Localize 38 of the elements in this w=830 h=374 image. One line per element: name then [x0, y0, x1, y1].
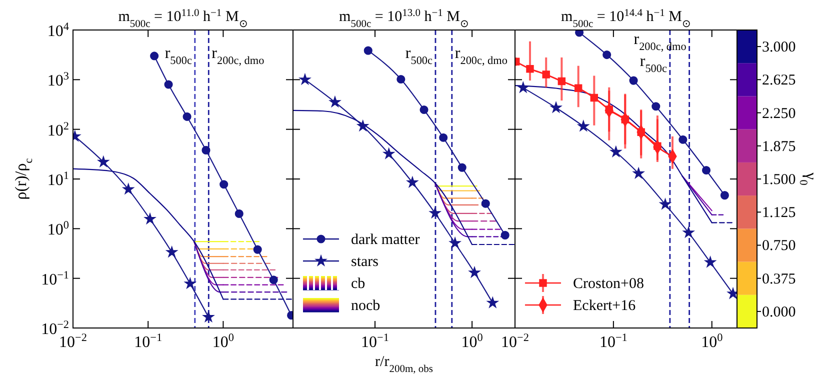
color-bar-label: 1.125: [762, 205, 796, 222]
x-tick-label: 10$^{0}$: [701, 332, 724, 351]
y-tick-label: 10$^{−1}$: [41, 269, 69, 288]
annotation: nocb: [351, 298, 380, 314]
ref-line-label: r$_{200c, dmo}$: [212, 45, 265, 67]
annotation: cb: [351, 276, 366, 292]
color-bar-label: 2.625: [762, 72, 796, 89]
color-bar-label: 2.250: [762, 106, 796, 122]
y-tick-label: 10$^{0}$: [47, 220, 70, 239]
ref-line-label: r$_{500c}$: [640, 53, 667, 75]
chart-title: m$_{500c}$ = 10$^{13.0}$ h$^{−1}$ M$_{⊙}$: [339, 8, 469, 30]
color-bar-label: 0.375: [762, 271, 796, 288]
ref-line-label: r$_{200c, dmo}$: [634, 31, 687, 53]
legend-label: dark matter: [351, 232, 420, 248]
x-axis-title: r/r$_{200m, obs}$: [375, 354, 433, 374]
color-bar-label: 0.750: [762, 238, 796, 254]
ref-line-label: r$_{200c, dmo}$: [454, 45, 508, 67]
legend-label: Eckert+16: [573, 298, 636, 314]
chart-title: m$_{500c}$ = 10$^{11.0}$ h$^{−1}$ M$_{⊙}$: [118, 8, 248, 30]
x-tick-label: 10$^{0}$: [461, 332, 484, 351]
x-tick-label: 10$^{−1}$: [361, 332, 389, 351]
x-tick-label: 10$^{0}$: [212, 332, 234, 351]
color-bar-label: 3.000: [762, 40, 796, 56]
chart-title: m$_{500c}$ = 10$^{14.4}$ h$^{−1}$ M$_{⊙}$: [561, 8, 691, 30]
color-bar-label: 1.875: [762, 138, 796, 155]
color-bar-label: 0.000: [762, 304, 796, 320]
x-tick-label: 10$^{−1}$: [134, 332, 162, 351]
x-tick-label: 10$^{−1}$: [599, 332, 628, 351]
legend-label: stars: [351, 254, 379, 270]
legend-label: Croston+08: [573, 276, 644, 292]
ref-line-label: r$_{500c}$: [164, 45, 192, 67]
y-tick-label: 10$^{2}$: [47, 120, 69, 140]
color-bar-label: 1.500: [762, 172, 796, 188]
y-tick-label: 10$^{4}$: [47, 21, 70, 40]
y-tick-label: 10$^{1}$: [47, 170, 69, 189]
x-tick-label: 10$^{−2}$: [501, 332, 529, 351]
ref-line-label: r$_{500c}$: [405, 45, 433, 67]
y-tick-label: 10$^{3}$: [47, 70, 70, 90]
